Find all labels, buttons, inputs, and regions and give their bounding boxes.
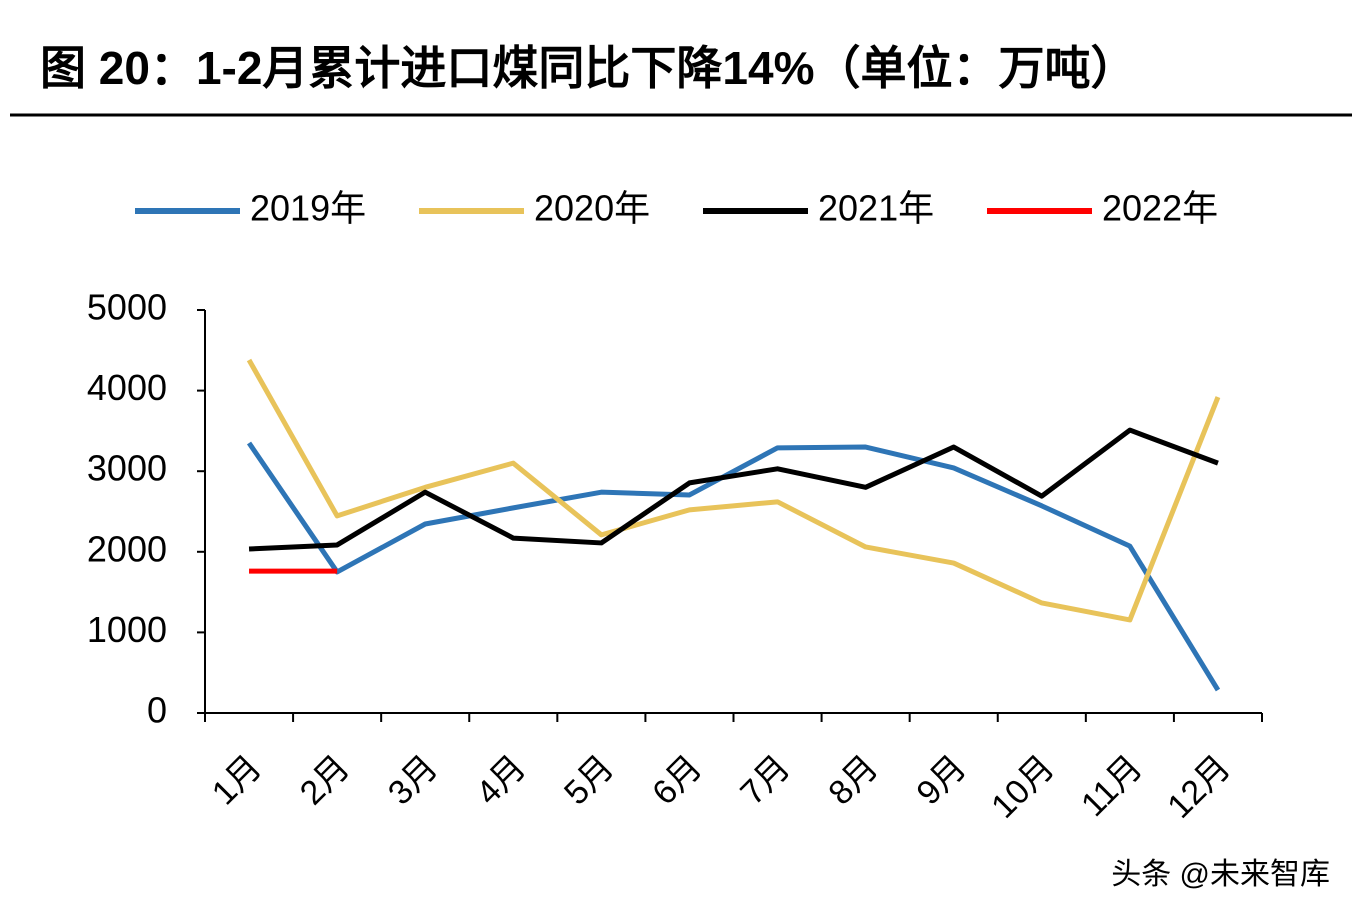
y-tick-label: 3000 — [87, 448, 167, 489]
x-tick-label: 10月 — [984, 748, 1062, 826]
x-tick-label: 7月 — [733, 748, 797, 812]
y-tick-label: 4000 — [87, 367, 167, 408]
series-line — [246, 358, 1221, 623]
x-tick-label: 4月 — [469, 748, 533, 812]
series-line — [248, 427, 1219, 552]
y-tick-label: 1000 — [87, 609, 167, 650]
x-tick-label: 1月 — [205, 748, 269, 812]
series-line — [246, 441, 1221, 692]
x-tick-label: 8月 — [821, 748, 885, 812]
x-tick-label: 6月 — [645, 748, 709, 812]
legend-label: 2021年 — [818, 188, 934, 229]
x-tick-label: 5月 — [557, 748, 621, 812]
watermark: 头条 @未来智库 — [1111, 858, 1330, 891]
legend-label: 2022年 — [1102, 188, 1218, 229]
x-tick-label: 12月 — [1160, 748, 1238, 826]
x-tick-label: 3月 — [381, 748, 445, 812]
legend-label: 2020年 — [534, 188, 650, 229]
x-tick-label: 11月 — [1074, 748, 1150, 824]
chart-title: 图 20：1-2月累计进口煤同比下降14%（单位：万吨） — [40, 42, 1137, 94]
y-tick-label: 2000 — [87, 528, 167, 569]
legend-label: 2019年 — [250, 188, 366, 229]
y-tick-label: 0 — [147, 690, 167, 731]
y-tick-label: 5000 — [87, 287, 167, 328]
x-tick-label: 9月 — [909, 748, 973, 812]
x-tick-label: 2月 — [293, 748, 357, 812]
